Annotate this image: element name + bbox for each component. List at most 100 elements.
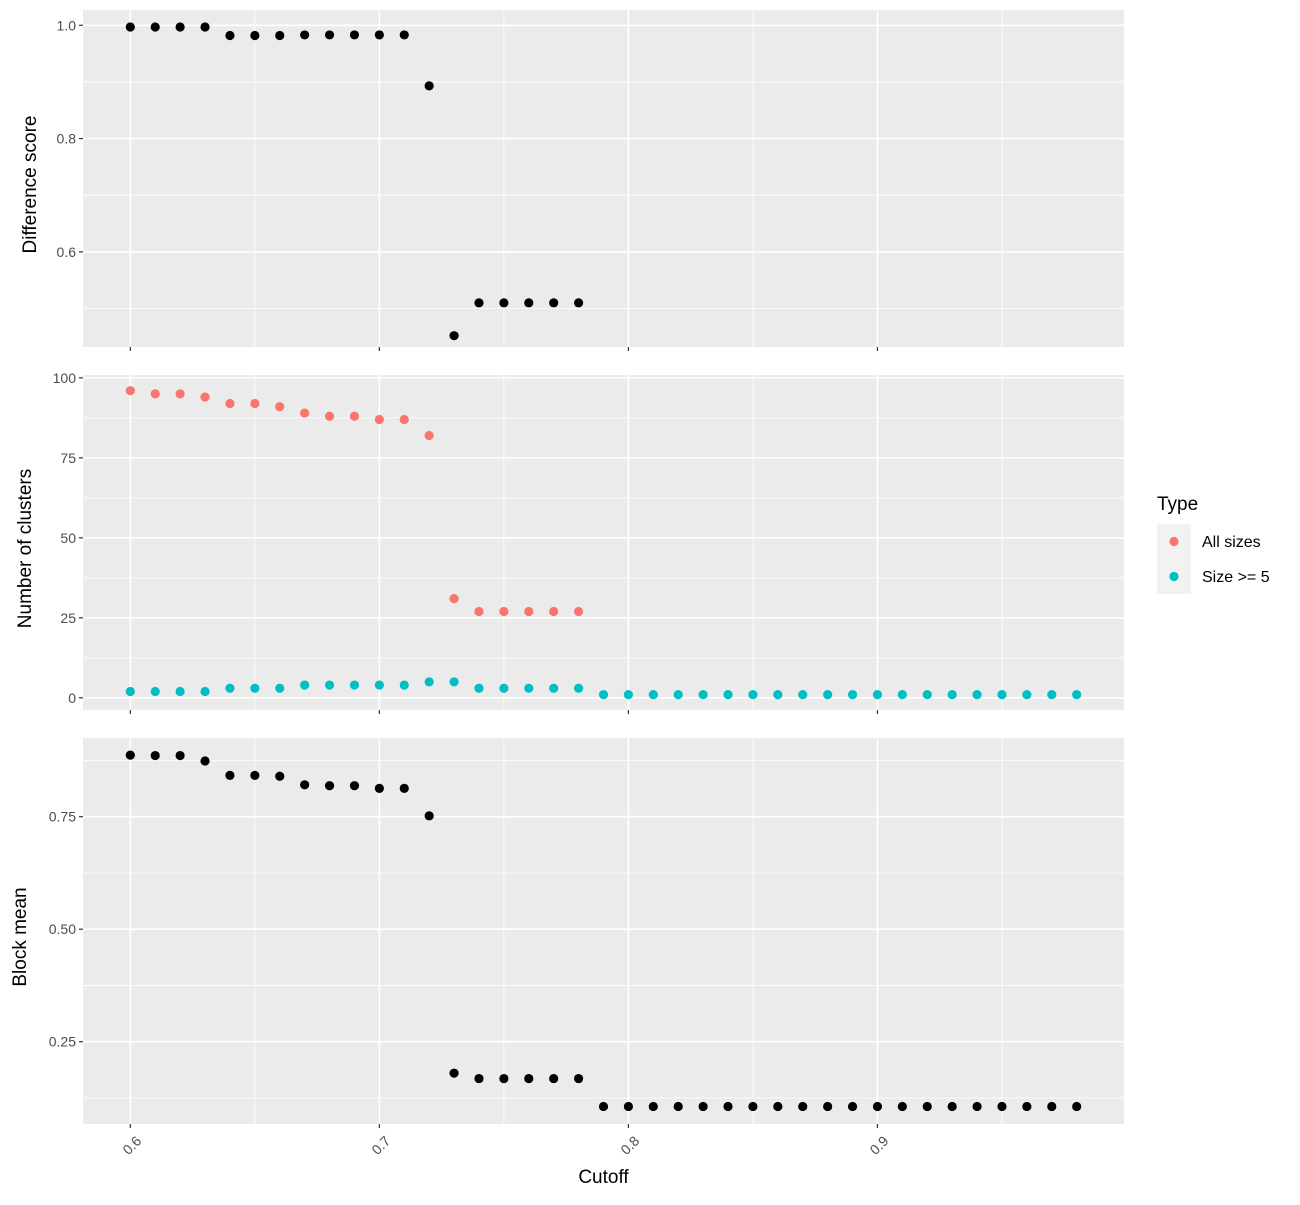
data-point xyxy=(200,686,210,697)
data-point xyxy=(798,1101,808,1112)
data-point xyxy=(872,690,883,700)
data-point xyxy=(125,386,135,396)
data-point xyxy=(847,1101,858,1112)
data-point xyxy=(150,686,160,697)
data-point xyxy=(200,756,210,766)
data-point xyxy=(524,1073,534,1084)
data-point xyxy=(449,594,459,604)
data-point xyxy=(125,750,135,760)
data-point xyxy=(275,402,285,412)
data-point xyxy=(399,783,409,793)
data-point xyxy=(125,686,135,697)
data-point xyxy=(324,411,335,421)
y-tick-label: 0.75 xyxy=(49,809,76,825)
data-point xyxy=(997,1101,1007,1112)
data-point xyxy=(324,781,335,791)
data-point xyxy=(997,690,1007,700)
data-point xyxy=(623,690,634,700)
data-point xyxy=(175,389,185,399)
data-point xyxy=(250,398,260,409)
data-point xyxy=(598,1101,609,1112)
panel-2: 0 25 50 75 100 Number of clusters xyxy=(15,370,1124,714)
y-tick-label: 100 xyxy=(53,370,77,386)
y-axis-title: Block mean xyxy=(10,887,31,986)
data-point xyxy=(300,408,310,418)
data-point xyxy=(349,30,360,40)
y-tick-label: 75 xyxy=(60,450,76,466)
data-point xyxy=(698,690,708,700)
data-point xyxy=(1072,690,1082,700)
data-point xyxy=(573,1073,584,1084)
legend-key-point xyxy=(1169,536,1179,547)
data-point xyxy=(300,780,310,790)
y-tick-label: 50 xyxy=(60,530,76,546)
data-point xyxy=(573,606,584,617)
x-tick-label: 0.6 xyxy=(119,1133,144,1158)
y-tick-label: 0.25 xyxy=(49,1034,76,1050)
data-point xyxy=(449,331,459,341)
legend-key-point xyxy=(1169,571,1179,582)
x-axis-title: Cutoff xyxy=(578,1167,629,1188)
data-point xyxy=(150,750,160,761)
data-point xyxy=(1072,1101,1082,1112)
data-point xyxy=(424,81,434,91)
data-point xyxy=(748,690,758,700)
data-point xyxy=(798,690,808,700)
data-point xyxy=(424,430,434,441)
data-point xyxy=(698,1101,708,1112)
data-point xyxy=(449,1068,459,1078)
series-2 xyxy=(125,677,1082,700)
data-point xyxy=(972,690,982,700)
data-point xyxy=(1022,1101,1032,1112)
data-point xyxy=(399,414,409,425)
data-point xyxy=(324,680,335,690)
data-point xyxy=(474,298,484,308)
data-point xyxy=(349,411,360,421)
data-point xyxy=(349,680,360,690)
data-point xyxy=(648,690,658,700)
data-point xyxy=(573,298,584,308)
data-point xyxy=(200,22,210,32)
data-point xyxy=(349,781,360,791)
data-point xyxy=(374,30,384,40)
data-point xyxy=(324,30,335,40)
data-point xyxy=(399,680,409,690)
x-tick-label: 0.8 xyxy=(617,1133,642,1158)
data-point xyxy=(374,680,384,690)
data-point xyxy=(972,1101,982,1112)
data-point xyxy=(225,683,235,693)
data-point xyxy=(1047,1101,1057,1112)
data-point xyxy=(1022,690,1032,700)
data-point xyxy=(748,1101,758,1112)
data-point xyxy=(673,1101,683,1112)
data-point xyxy=(399,30,409,40)
data-point xyxy=(374,783,384,793)
panel-background xyxy=(83,375,1124,710)
data-point xyxy=(524,298,534,308)
data-point xyxy=(499,298,509,308)
data-point xyxy=(922,690,932,700)
y-axis-title: Number of clusters xyxy=(15,469,36,628)
data-point xyxy=(598,690,609,700)
data-point xyxy=(200,392,210,402)
series-1 xyxy=(125,22,584,341)
data-point xyxy=(474,1073,484,1084)
data-point xyxy=(225,30,235,41)
y-tick-label: 0.50 xyxy=(49,921,76,937)
y-tick-label: 0.8 xyxy=(57,131,77,147)
y-tick-label: 0 xyxy=(68,690,76,706)
data-point xyxy=(524,606,534,617)
data-point xyxy=(723,1101,733,1112)
data-point xyxy=(175,22,185,32)
data-point xyxy=(300,680,310,690)
x-tick-label: 0.7 xyxy=(368,1133,393,1158)
data-point xyxy=(175,750,185,761)
data-point xyxy=(549,683,559,693)
data-point xyxy=(499,683,509,693)
data-point xyxy=(673,690,683,700)
panel-background xyxy=(83,10,1124,347)
data-point xyxy=(947,690,957,700)
data-point xyxy=(723,690,733,700)
data-point xyxy=(150,389,160,399)
